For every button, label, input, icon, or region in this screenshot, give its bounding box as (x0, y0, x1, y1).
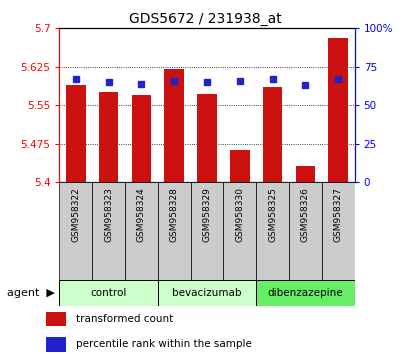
Text: GDS5672 / 231938_at: GDS5672 / 231938_at (128, 12, 281, 27)
FancyBboxPatch shape (125, 182, 157, 280)
Bar (66, 85, 85, 182)
FancyBboxPatch shape (288, 182, 321, 280)
Bar (229, 150, 249, 182)
Text: GSM958330: GSM958330 (235, 187, 244, 242)
Bar (131, 95, 151, 182)
FancyBboxPatch shape (256, 280, 354, 306)
Bar (164, 69, 184, 182)
Text: GSM958322: GSM958322 (71, 187, 80, 242)
Text: GSM958323: GSM958323 (104, 187, 113, 242)
Text: GSM958324: GSM958324 (137, 187, 146, 242)
Text: bevacizumab: bevacizumab (172, 288, 241, 298)
Bar (295, 166, 315, 182)
FancyBboxPatch shape (59, 182, 92, 280)
FancyBboxPatch shape (157, 182, 190, 280)
Text: GSM958326: GSM958326 (300, 187, 309, 242)
Text: agent  ▶: agent ▶ (7, 288, 55, 298)
Text: GSM958328: GSM958328 (169, 187, 178, 242)
Bar (99, 92, 118, 182)
FancyBboxPatch shape (256, 182, 288, 280)
Text: percentile rank within the sample: percentile rank within the sample (76, 339, 251, 349)
Bar (328, 38, 347, 182)
Text: GSM958329: GSM958329 (202, 187, 211, 242)
FancyBboxPatch shape (190, 182, 223, 280)
FancyBboxPatch shape (321, 182, 354, 280)
Text: GSM958327: GSM958327 (333, 187, 342, 242)
Text: GSM958325: GSM958325 (267, 187, 276, 242)
Bar (45, 312, 66, 326)
Text: transformed count: transformed count (76, 314, 173, 324)
Text: dibenzazepine: dibenzazepine (267, 288, 342, 298)
FancyBboxPatch shape (223, 182, 256, 280)
Bar (45, 337, 66, 352)
Bar (197, 94, 216, 182)
FancyBboxPatch shape (59, 280, 157, 306)
FancyBboxPatch shape (92, 182, 125, 280)
FancyBboxPatch shape (157, 280, 256, 306)
Text: control: control (90, 288, 126, 298)
Bar (262, 87, 282, 182)
